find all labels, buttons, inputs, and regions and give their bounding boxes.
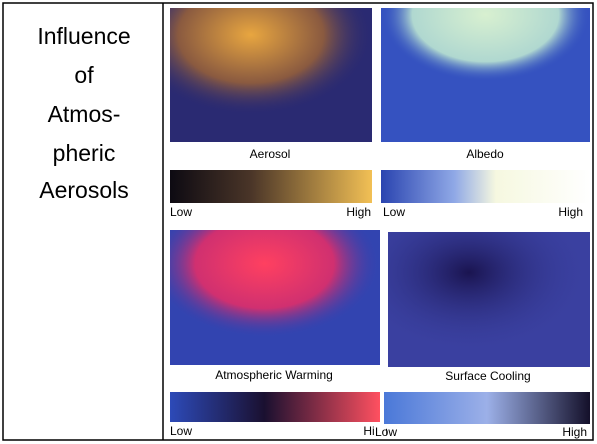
title-line: Aerosols [39, 177, 128, 203]
caption: Aerosol [250, 147, 291, 161]
caption: Albedo [466, 147, 504, 161]
colorbar [170, 392, 380, 422]
map-land [170, 230, 380, 365]
colorbar [381, 170, 590, 203]
figure: Influence of Atmos- pheric Aerosols Aero… [0, 0, 597, 444]
title-line: pheric [53, 140, 116, 166]
low-label: Low [170, 205, 192, 219]
map-land [381, 8, 590, 142]
title-line: Influence [37, 23, 130, 49]
low-label: Low [383, 205, 405, 219]
title-line: of [74, 62, 94, 88]
low-label: Low [375, 425, 397, 439]
caption: Atmospheric Warming [215, 368, 333, 382]
high-label: High [558, 205, 583, 219]
caption: Surface Cooling [445, 369, 530, 383]
high-label: High [346, 205, 371, 219]
map-land [388, 232, 590, 367]
colorbar [170, 170, 372, 203]
low-label: Low [170, 424, 192, 438]
colorbar [384, 392, 590, 424]
high-label: High [562, 425, 587, 439]
map-land [170, 8, 372, 142]
title-line: Atmos- [48, 101, 121, 127]
